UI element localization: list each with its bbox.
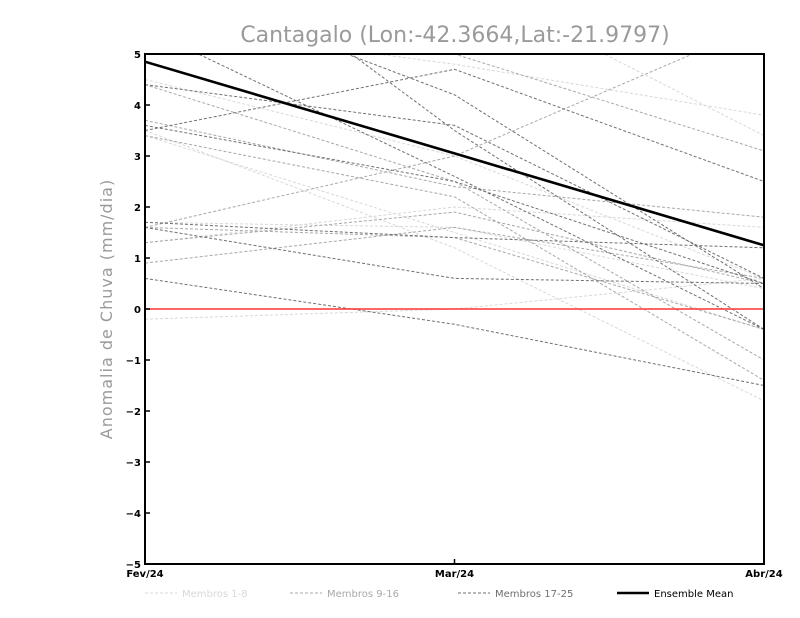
- series-line-ensemble-mean: [145, 60, 764, 247]
- series-line-membro-9: [145, 54, 694, 228]
- y-tick-label: 2: [134, 203, 141, 214]
- series-line-membro-1: [145, 79, 764, 279]
- series-line-membro-13: [452, 54, 764, 152]
- y-tick-label: 5: [134, 50, 141, 61]
- series-line-membro-5: [145, 277, 764, 320]
- y-tick-label: −4: [126, 509, 141, 520]
- series-line-membro-24: [145, 226, 764, 284]
- legend-label-ensemble-mean: Ensemble Mean: [654, 589, 733, 600]
- series-line-membro-2: [145, 135, 764, 330]
- axis-layer: −5 −4 −3 −2 −1 0 1 2 3 4 5 Fev/24 Mar/24 Abr/24: [126, 50, 783, 580]
- series-line-membro-4: [145, 206, 764, 244]
- series-line-membro-20: [145, 84, 764, 279]
- series-line-membro-3: [373, 54, 764, 116]
- y-tick-label: −5: [126, 560, 141, 571]
- y-tick-label: −3: [126, 458, 141, 469]
- series-line-membro-22: [345, 54, 764, 290]
- legend-label-membros-1-8: Membros 1-8: [182, 589, 248, 600]
- series-line-membro-21: [145, 124, 764, 284]
- y-axis-label: Anomalia de Chuva (mm/dia): [97, 179, 116, 439]
- chart-title: Cantagalo (Lon:-42.3664,Lat:-21.9797): [240, 23, 669, 48]
- series-line-membro-6: [603, 54, 764, 137]
- series-line-membro-12: [145, 135, 764, 381]
- series-layer: [145, 54, 764, 402]
- legend-label-membros-9-16: Membros 9-16: [327, 589, 399, 600]
- series-line-membro-10: [145, 119, 764, 218]
- series-line-membro-18: [145, 277, 764, 386]
- legend-label-membros-17-25: Membros 17-25: [495, 589, 573, 600]
- x-tick-label: Abr/24: [745, 569, 782, 580]
- x-tick-label: Fev/24: [126, 569, 163, 580]
- y-tick-label: 0: [134, 305, 141, 316]
- series-line-membro-14: [145, 226, 764, 279]
- series-line-membro-16: [145, 84, 764, 361]
- x-tick-label: Mar/24: [435, 569, 474, 580]
- series-line-membro-17: [145, 68, 764, 182]
- ensemble-mean-layer: [145, 60, 764, 247]
- series-line-membro-23: [197, 54, 764, 330]
- y-tick-label: −2: [126, 407, 141, 418]
- y-tick-label: 1: [134, 254, 141, 265]
- series-line-membro-7: [145, 130, 764, 402]
- series-line-membro-11: [145, 211, 764, 284]
- series-line-membro-19: [145, 221, 764, 249]
- y-tick-label: 4: [134, 101, 141, 112]
- legend: Membros 1-8 Membros 9-16 Membros 17-25 Ense…: [145, 589, 733, 600]
- series-line-membro-15: [145, 226, 764, 330]
- y-tick-label: 3: [134, 152, 141, 163]
- y-tick-label: −1: [126, 356, 141, 367]
- series-line-membro-25: [350, 54, 764, 330]
- series-line-membro-8: [145, 221, 764, 290]
